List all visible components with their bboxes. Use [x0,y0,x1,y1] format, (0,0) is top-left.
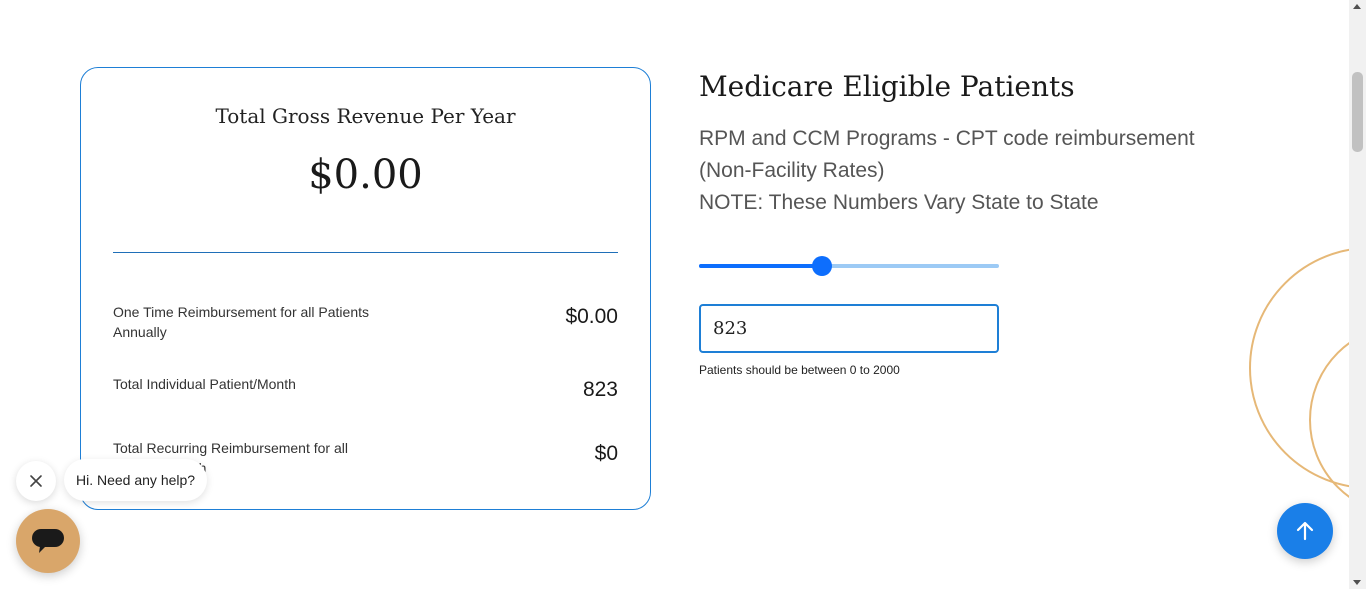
patients-slider[interactable] [699,256,999,276]
chat-icon [32,529,64,553]
scroll-up-arrow-icon[interactable] [1353,4,1361,9]
row-label: One Time Reimbursement for all Patients … [113,304,369,340]
decorative-circles [1240,240,1350,520]
description-line: (Non-Facility Rates) [699,159,885,182]
arrow-up-icon [1296,521,1314,541]
revenue-card: Total Gross Revenue Per Year $0.00 One T… [80,67,651,510]
scroll-down-arrow-icon[interactable] [1353,580,1361,585]
decor-circle [1249,248,1350,488]
section-heading: Medicare Eligible Patients [699,70,1075,103]
patients-input[interactable] [699,304,999,353]
scrollbar[interactable] [1349,0,1366,589]
card-divider [113,252,618,253]
row-value: $0 [594,442,618,465]
section-description: RPM and CCM Programs - CPT code reimburs… [699,123,1259,219]
scrollbar-thumb[interactable] [1352,72,1363,152]
revenue-card-title: Total Gross Revenue Per Year [215,104,516,128]
row-value: $0.00 [565,305,618,328]
close-icon [30,475,42,487]
description-line: NOTE: These Numbers Vary State to State [699,191,1099,214]
row-value: 823 [582,378,618,401]
description-line: RPM and CCM Programs - CPT code reimburs… [699,127,1195,150]
chat-open-button[interactable] [16,509,80,573]
slider-thumb[interactable] [812,256,832,276]
patients-hint: Patients should be between 0 to 2000 [699,363,900,377]
slider-track[interactable] [699,264,999,268]
slider-fill [699,264,822,268]
chat-close-button[interactable] [16,461,56,501]
scroll-to-top-button[interactable] [1277,503,1333,559]
chat-greeting-bubble[interactable]: Hi. Need any help? [64,459,208,501]
revenue-total: $0.00 [308,152,423,198]
decor-circle [1309,341,1350,499]
chat-greeting-text: Hi. Need any help? [76,472,196,488]
row-label: Total Individual Patient/Month [113,376,296,392]
